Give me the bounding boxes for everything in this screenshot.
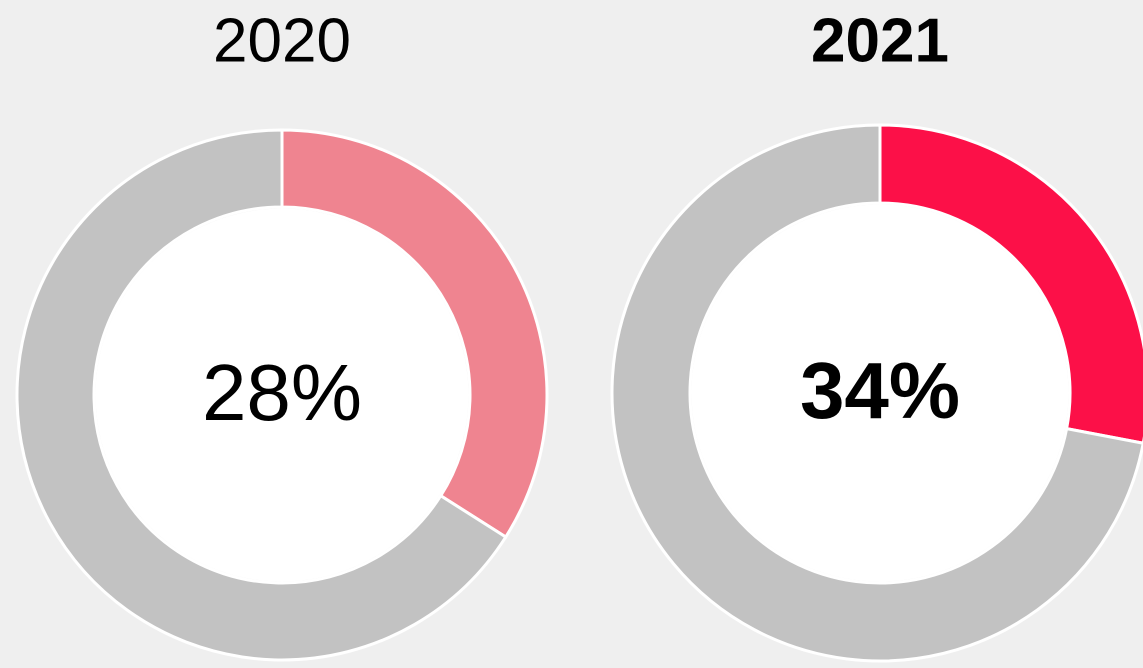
center-label: 34% xyxy=(800,346,960,435)
donut-hole xyxy=(95,208,469,582)
donut-segment xyxy=(610,123,1143,663)
chart-title: 2020 xyxy=(213,6,351,75)
center-label: 28% xyxy=(202,348,362,437)
donut-segment xyxy=(280,128,549,540)
donut-hole xyxy=(691,204,1069,582)
donut-segment xyxy=(878,123,1143,445)
chart-title: 2021 xyxy=(811,6,949,75)
donut-segment xyxy=(15,128,508,662)
